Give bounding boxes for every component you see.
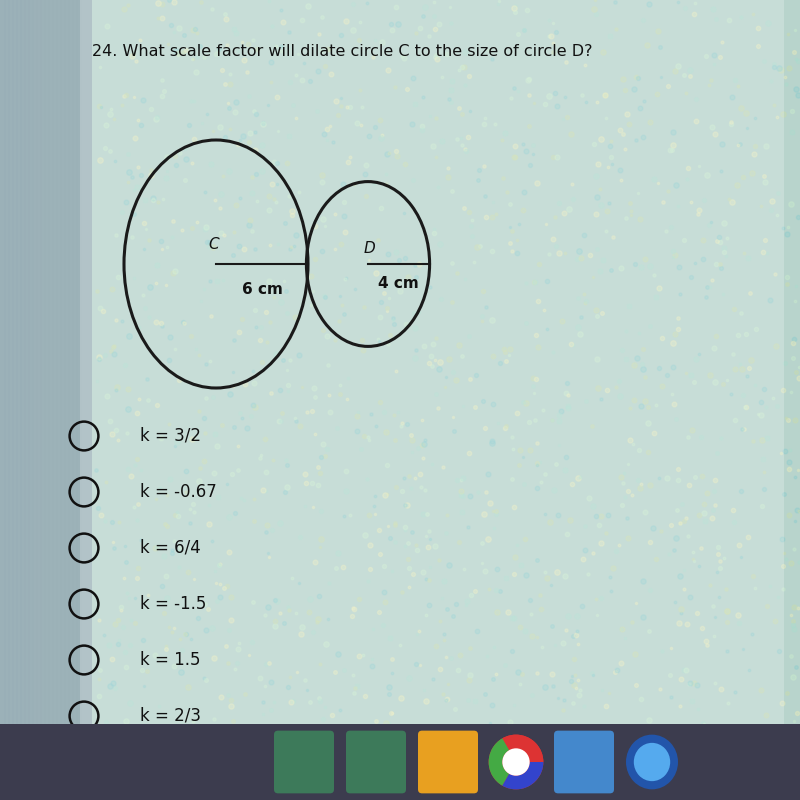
Bar xyxy=(0,0,92,800)
Text: D: D xyxy=(364,241,376,256)
Bar xyxy=(64,0,70,800)
Text: k = 6/4: k = 6/4 xyxy=(140,539,201,557)
Circle shape xyxy=(502,748,530,776)
Bar xyxy=(76,0,82,800)
FancyBboxPatch shape xyxy=(346,730,406,794)
FancyBboxPatch shape xyxy=(274,730,334,794)
Text: 6 cm: 6 cm xyxy=(242,282,282,297)
Bar xyxy=(48,0,54,800)
Bar xyxy=(56,0,62,800)
FancyBboxPatch shape xyxy=(418,730,478,794)
Text: C: C xyxy=(208,237,218,252)
Bar xyxy=(40,0,46,800)
Text: k = 3/2: k = 3/2 xyxy=(140,427,201,445)
Bar xyxy=(60,0,66,800)
Bar xyxy=(0,0,6,800)
Bar xyxy=(4,0,10,800)
Text: k = -1.5: k = -1.5 xyxy=(140,595,206,613)
Bar xyxy=(16,0,22,800)
Bar xyxy=(28,0,34,800)
Text: k = 2/3: k = 2/3 xyxy=(140,707,201,725)
Wedge shape xyxy=(489,738,509,786)
Bar xyxy=(20,0,26,800)
Text: k = -0.67: k = -0.67 xyxy=(140,483,217,501)
Circle shape xyxy=(489,734,543,790)
Bar xyxy=(0,724,800,800)
Bar xyxy=(32,0,38,800)
Bar xyxy=(24,0,30,800)
Text: 24. What scale factor will dilate circle C to the size of circle D?: 24. What scale factor will dilate circle… xyxy=(92,44,593,59)
Bar xyxy=(8,0,14,800)
FancyBboxPatch shape xyxy=(80,0,784,724)
FancyBboxPatch shape xyxy=(554,730,614,794)
Ellipse shape xyxy=(626,734,678,790)
Wedge shape xyxy=(502,734,543,762)
Bar xyxy=(44,0,50,800)
Ellipse shape xyxy=(634,743,670,781)
Bar xyxy=(72,0,78,800)
Bar xyxy=(12,0,18,800)
Bar xyxy=(36,0,42,800)
Text: 4 cm: 4 cm xyxy=(378,276,419,291)
Wedge shape xyxy=(502,762,543,790)
Bar xyxy=(68,0,74,800)
Text: k = 1.5: k = 1.5 xyxy=(140,651,201,669)
Bar xyxy=(52,0,58,800)
